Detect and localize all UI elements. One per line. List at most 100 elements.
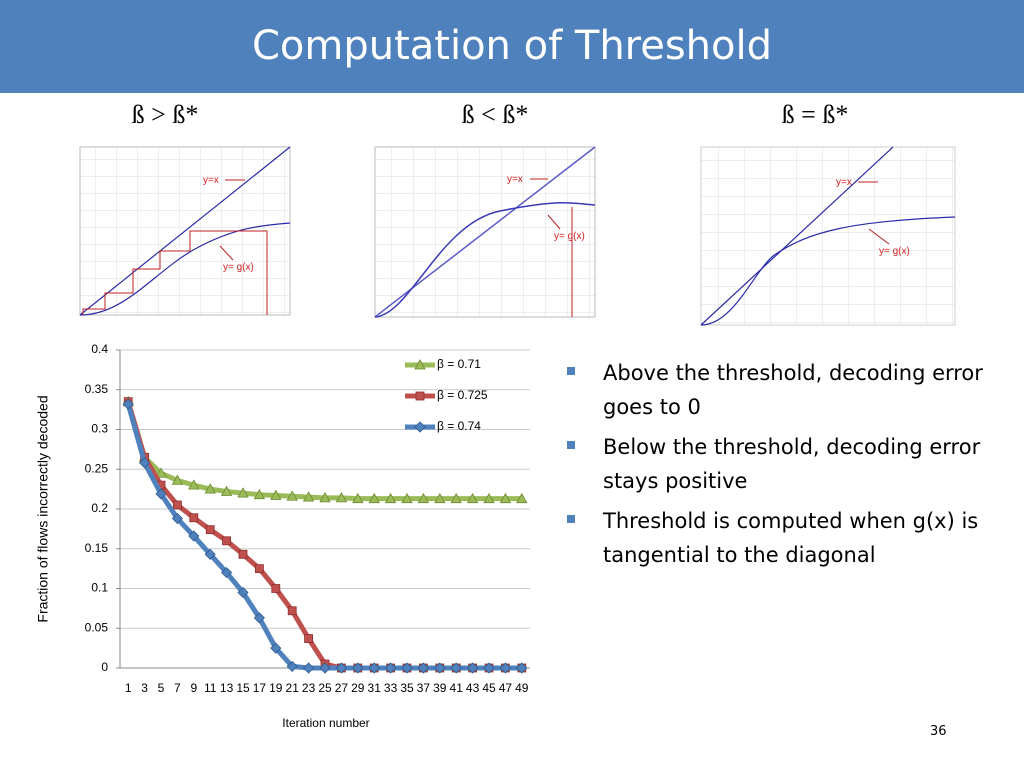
x-tick-label: 39 <box>433 681 447 695</box>
x-tick-label: 1 <box>125 681 132 695</box>
marker <box>319 492 331 503</box>
curve-label: y= g(x) <box>879 246 910 257</box>
y-tick-label: 0.4 <box>91 342 108 356</box>
marker <box>204 548 216 560</box>
arrow <box>219 245 234 261</box>
marker <box>516 662 528 674</box>
marker <box>335 662 347 674</box>
line-label: y=x <box>836 177 852 188</box>
marker <box>222 536 232 546</box>
marker <box>171 512 183 525</box>
plot-panel: y=x y= g(x) <box>370 143 598 321</box>
bullet: Below the threshold, decoding error stay… <box>566 430 996 498</box>
x-tick-label: 31 <box>368 681 382 695</box>
marker <box>302 491 315 502</box>
x-tick-label: 43 <box>466 681 480 695</box>
marker <box>499 492 512 504</box>
marker <box>335 492 348 503</box>
marker <box>319 662 331 674</box>
marker <box>271 584 281 593</box>
marker <box>286 660 298 672</box>
arrow <box>868 228 890 245</box>
marker <box>483 662 495 674</box>
x-tick-label: 41 <box>450 681 464 695</box>
x-tick-label: 21 <box>286 681 300 695</box>
y-axis-title: Fraction of flows incorrectly decoded <box>35 395 51 622</box>
marker <box>237 487 249 498</box>
marker <box>188 530 200 542</box>
marker <box>204 483 216 494</box>
plot-panel: y=x y= g(x) <box>693 143 957 327</box>
marker <box>237 586 249 599</box>
x-tick-label: 45 <box>482 681 496 695</box>
page-number: 36 <box>930 724 947 739</box>
marker <box>253 612 265 624</box>
x-tick-label: 47 <box>499 681 513 695</box>
x-tick-label: 7 <box>174 681 181 695</box>
marker <box>189 513 199 523</box>
line-label: y=x <box>203 175 219 186</box>
x-tick-label: 49 <box>515 681 529 695</box>
marker <box>122 398 134 410</box>
marker <box>384 492 397 504</box>
curve-label: y= g(x) <box>554 231 585 242</box>
y-tick-label: 0.2 <box>91 501 108 515</box>
marker <box>172 500 182 510</box>
marker <box>270 489 282 500</box>
series-line <box>125 400 522 502</box>
header: Computation of Threshold <box>0 0 1024 93</box>
marker <box>188 479 200 490</box>
x-axis-title: Iteration number <box>282 716 369 730</box>
marker <box>254 564 264 574</box>
marker <box>385 662 397 674</box>
legend-marker <box>414 421 426 433</box>
marker <box>304 634 314 643</box>
x-tick-label: 19 <box>269 681 283 695</box>
marker <box>155 467 167 478</box>
panel-heading: ß > ß* <box>131 100 199 129</box>
marker <box>434 662 446 674</box>
line-label: y=x <box>507 174 523 185</box>
marker <box>368 492 380 504</box>
y-tick-label: 0.35 <box>85 382 109 396</box>
legend-label: β = 0.71 <box>437 357 481 371</box>
x-tick-label: 27 <box>335 681 349 695</box>
x-tick-label: 25 <box>318 681 332 695</box>
panel-heading: ß < ß* <box>461 100 529 129</box>
marker <box>303 662 315 674</box>
chart: Fraction of flows incorrectly decoded It… <box>35 342 530 730</box>
marker <box>352 662 364 674</box>
marker <box>466 492 479 504</box>
y-tick-label: 0.05 <box>85 620 109 634</box>
marker <box>450 492 462 504</box>
x-tick-label: 9 <box>190 681 197 695</box>
curve <box>374 202 596 318</box>
legend-marker <box>415 391 425 401</box>
marker <box>270 642 282 654</box>
panel-heading: ß = ß* <box>781 100 849 129</box>
marker <box>155 488 167 500</box>
y-tick-label: 0.15 <box>85 541 109 555</box>
marker <box>483 492 495 504</box>
marker <box>450 662 462 674</box>
marker <box>401 662 413 674</box>
arrow <box>547 214 561 230</box>
plot-frame <box>700 146 956 326</box>
marker <box>401 492 413 504</box>
bullet: Above the threshold, decoding error goes… <box>566 356 996 424</box>
legend-label: β = 0.74 <box>437 419 481 433</box>
x-tick-label: 5 <box>158 681 165 695</box>
legend-marker <box>414 359 426 370</box>
marker <box>499 662 511 674</box>
marker <box>368 662 380 674</box>
marker <box>417 662 429 674</box>
staircase <box>82 230 268 315</box>
curve <box>700 216 956 326</box>
x-tick-label: 29 <box>351 681 365 695</box>
y-tick-label: 0.3 <box>91 422 108 436</box>
diagonal <box>79 146 291 316</box>
marker <box>516 492 528 504</box>
plot-panel: y=x y= g(x) <box>75 143 292 319</box>
x-tick-label: 13 <box>220 681 234 695</box>
